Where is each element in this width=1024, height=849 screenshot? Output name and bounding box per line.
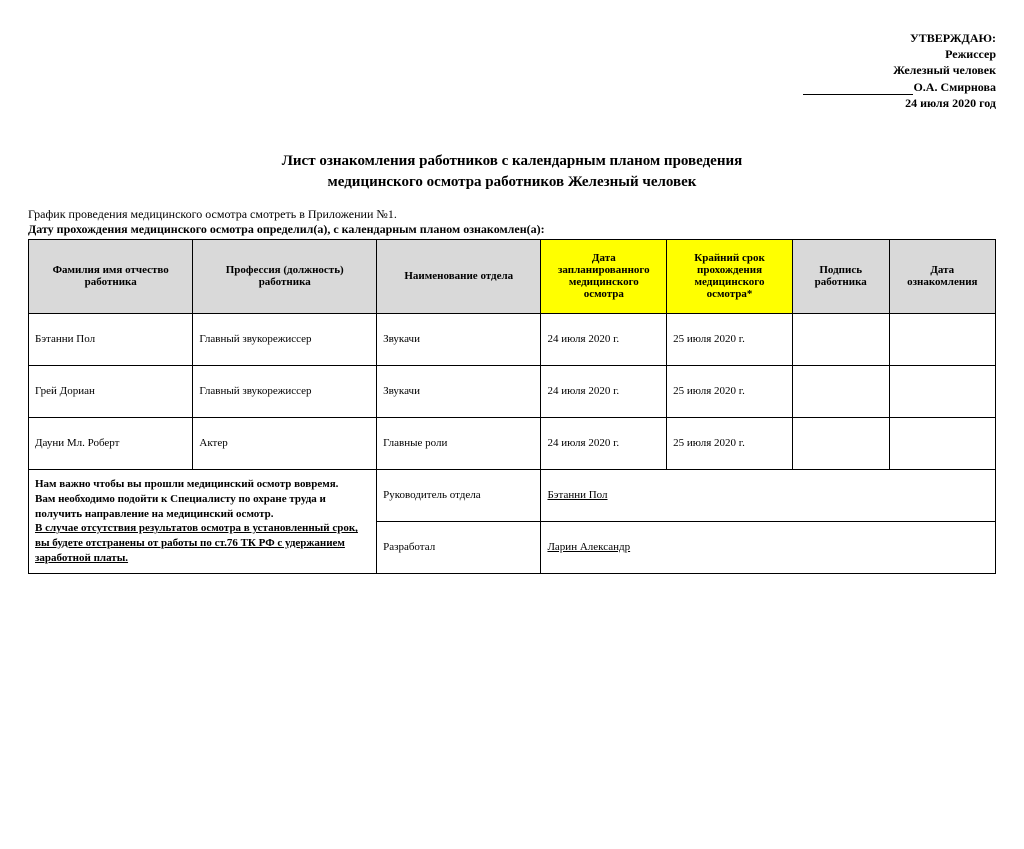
cell-profession: Главный звукорежиссер: [193, 365, 377, 417]
approval-date: 24 июля 2020 год: [28, 95, 996, 111]
col-deadline: Крайний срок прохождения медицинского ос…: [667, 239, 793, 313]
cell-signature: [792, 417, 889, 469]
acknowledgement-table: Фамилия имя отчество работника Профессия…: [28, 239, 996, 574]
document-title: Лист ознакомления работников с календарн…: [28, 151, 996, 193]
cell-signature: [792, 365, 889, 417]
dev-name: Ларин Александр: [547, 541, 630, 553]
cell-name: Грей Дориан: [29, 365, 193, 417]
title-line1: Лист ознакомления работников с календарн…: [28, 151, 996, 172]
cell-planned: 24 июля 2020 г.: [541, 313, 667, 365]
footer-row-1: Нам важно чтобы вы прошли медицинский ос…: [29, 469, 996, 521]
footer-line3: получить направление на медицинский осмо…: [35, 507, 370, 522]
table-row: Бэтанни Пол Главный звукорежиссер Звукач…: [29, 313, 996, 365]
cell-department: Звукачи: [377, 313, 541, 365]
approval-line2: Режиссер: [28, 46, 996, 62]
dev-label: Разработал: [377, 521, 541, 573]
col-profession: Профессия (должность) работника: [193, 239, 377, 313]
cell-deadline: 25 июля 2020 г.: [667, 365, 793, 417]
head-name: Бэтанни Пол: [547, 489, 607, 501]
footer-line2: Вам необходимо подойти к Специалисту по …: [35, 492, 370, 507]
cell-planned: 24 июля 2020 г.: [541, 417, 667, 469]
col-signature: Подпись работника: [792, 239, 889, 313]
title-line2: медицинского осмотра работников Железный…: [28, 172, 996, 193]
col-name: Фамилия имя отчество работника: [29, 239, 193, 313]
cell-deadline: 25 июля 2020 г.: [667, 313, 793, 365]
col-ack-date: Дата ознакомления: [889, 239, 995, 313]
cell-profession: Главный звукорежиссер: [193, 313, 377, 365]
table-row: Грей Дориан Главный звукорежиссер Звукач…: [29, 365, 996, 417]
intro-line1: График проведения медицинского осмотра с…: [28, 207, 996, 222]
cell-deadline: 25 июля 2020 г.: [667, 417, 793, 469]
cell-ack-date: [889, 313, 995, 365]
cell-signature: [792, 313, 889, 365]
footer-line1: Нам важно чтобы вы прошли медицинский ос…: [35, 477, 370, 492]
head-label: Руководитель отдела: [377, 469, 541, 521]
approval-block: УТВЕРЖДАЮ: Режиссер Железный человек О.А…: [28, 30, 996, 111]
footer-line5: вы будете отстранены от работы по ст.76 …: [35, 536, 370, 551]
signature-line: [803, 94, 913, 95]
footer-note-cell: Нам важно чтобы вы прошли медицинский ос…: [29, 469, 377, 573]
approval-line1: УТВЕРЖДАЮ:: [28, 30, 996, 46]
cell-ack-date: [889, 365, 995, 417]
col-planned-date: Дата запланированного медицинского осмот…: [541, 239, 667, 313]
table-header-row: Фамилия имя отчество работника Профессия…: [29, 239, 996, 313]
footer-line4: В случае отсутствия результатов осмотра …: [35, 521, 370, 536]
cell-profession: Актер: [193, 417, 377, 469]
approval-signer: О.А. Смирнова: [913, 80, 996, 94]
cell-department: Звукачи: [377, 365, 541, 417]
approval-signer-line: О.А. Смирнова: [28, 79, 996, 95]
intro-line2: Дату прохождения медицинского осмотра оп…: [28, 222, 996, 237]
approval-line3: Железный человек: [28, 62, 996, 78]
head-name-cell: Бэтанни Пол: [541, 469, 996, 521]
col-department: Наименование отдела: [377, 239, 541, 313]
intro-note: График проведения медицинского осмотра с…: [28, 207, 996, 237]
cell-department: Главные роли: [377, 417, 541, 469]
table-row: Дауни Мл. Роберт Актер Главные роли 24 и…: [29, 417, 996, 469]
cell-name: Дауни Мл. Роберт: [29, 417, 193, 469]
dev-name-cell: Ларин Александр: [541, 521, 996, 573]
cell-planned: 24 июля 2020 г.: [541, 365, 667, 417]
cell-name: Бэтанни Пол: [29, 313, 193, 365]
footer-line6: заработной платы.: [35, 551, 370, 566]
cell-ack-date: [889, 417, 995, 469]
